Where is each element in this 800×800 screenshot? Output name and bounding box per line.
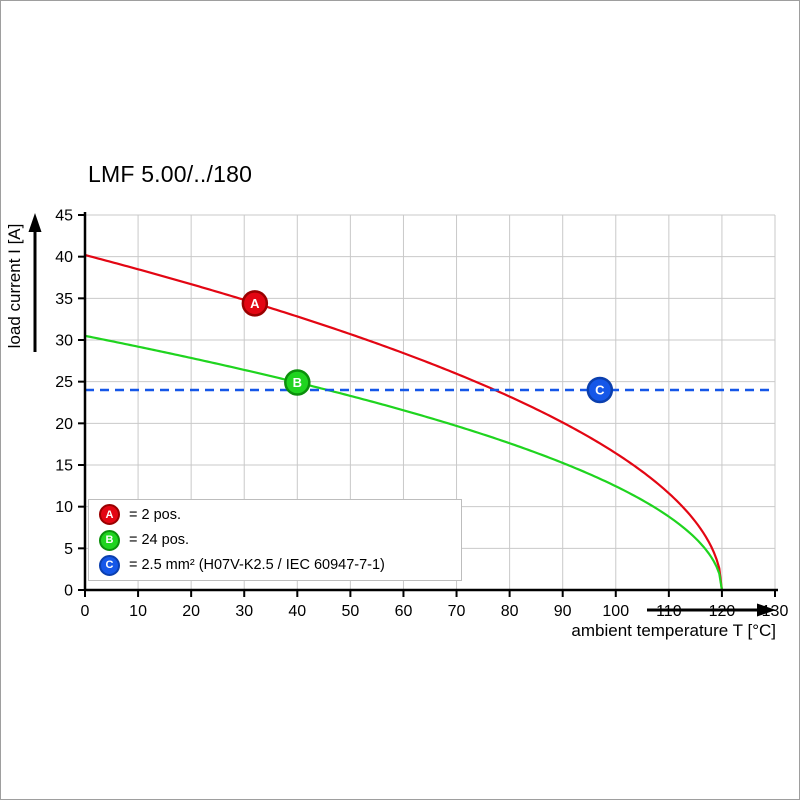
legend-label-c: = 2.5 mm² (H07V-K2.5 / IEC 60947-7-1) <box>129 557 385 574</box>
svg-text:35: 35 <box>55 291 73 308</box>
legend-marker-a: A <box>99 504 120 526</box>
chart-title: LMF 5.00/../180 <box>88 161 253 187</box>
legend: A = 2 pos. B = 24 pos. C = 2.5 mm² (H07V… <box>88 499 462 581</box>
svg-text:120: 120 <box>709 603 736 620</box>
axes <box>28 212 778 617</box>
legend-item-c: C = 2.5 mm² (H07V-K2.5 / IEC 60947-7-1) <box>99 554 461 576</box>
series-markers: A B C <box>241 290 614 404</box>
svg-text:20: 20 <box>55 416 73 433</box>
svg-text:45: 45 <box>55 208 73 225</box>
svg-text:5: 5 <box>64 541 73 558</box>
marker-C: C <box>586 376 614 404</box>
legend-marker-c: C <box>99 554 120 576</box>
svg-text:10: 10 <box>55 499 73 516</box>
y-axis-label: load current I [A] <box>5 224 24 349</box>
marker-B: B <box>284 369 311 396</box>
series-A-curve <box>84 253 724 591</box>
svg-text:0: 0 <box>81 603 90 620</box>
svg-text:30: 30 <box>235 603 253 620</box>
series-curves <box>84 253 775 591</box>
legend-label-b: = 24 pos. <box>129 532 190 548</box>
svg-text:25: 25 <box>55 374 73 391</box>
svg-text:40: 40 <box>288 603 306 620</box>
marker-A: A <box>241 290 269 317</box>
svg-text:130: 130 <box>762 603 789 620</box>
svg-text:0: 0 <box>64 583 73 600</box>
svg-text:A: A <box>250 296 260 311</box>
legend-item-b: B = 24 pos. <box>99 529 461 551</box>
svg-text:15: 15 <box>55 458 73 475</box>
svg-text:50: 50 <box>341 603 359 620</box>
svg-text:40: 40 <box>55 249 73 266</box>
svg-text:30: 30 <box>55 333 73 350</box>
svg-text:100: 100 <box>602 603 629 620</box>
svg-text:20: 20 <box>182 603 200 620</box>
svg-text:10: 10 <box>129 603 147 620</box>
svg-text:B: B <box>293 375 302 390</box>
svg-text:80: 80 <box>501 603 519 620</box>
svg-text:70: 70 <box>448 603 466 620</box>
svg-text:C: C <box>595 383 605 398</box>
svg-text:90: 90 <box>554 603 572 620</box>
svg-text:110: 110 <box>656 603 682 620</box>
legend-marker-b: B <box>99 529 120 551</box>
tick-labels: 0 10 20 30 40 50 60 70 80 90 100 110 120 130 0 5 10 15 20 2… <box>55 208 788 621</box>
x-axis-label: ambient temperature T [°C] <box>571 621 776 640</box>
legend-item-a: A = 2 pos. <box>99 504 461 526</box>
series-B-curve <box>84 334 724 591</box>
svg-text:60: 60 <box>395 603 413 620</box>
legend-label-a: = 2 pos. <box>129 506 181 523</box>
